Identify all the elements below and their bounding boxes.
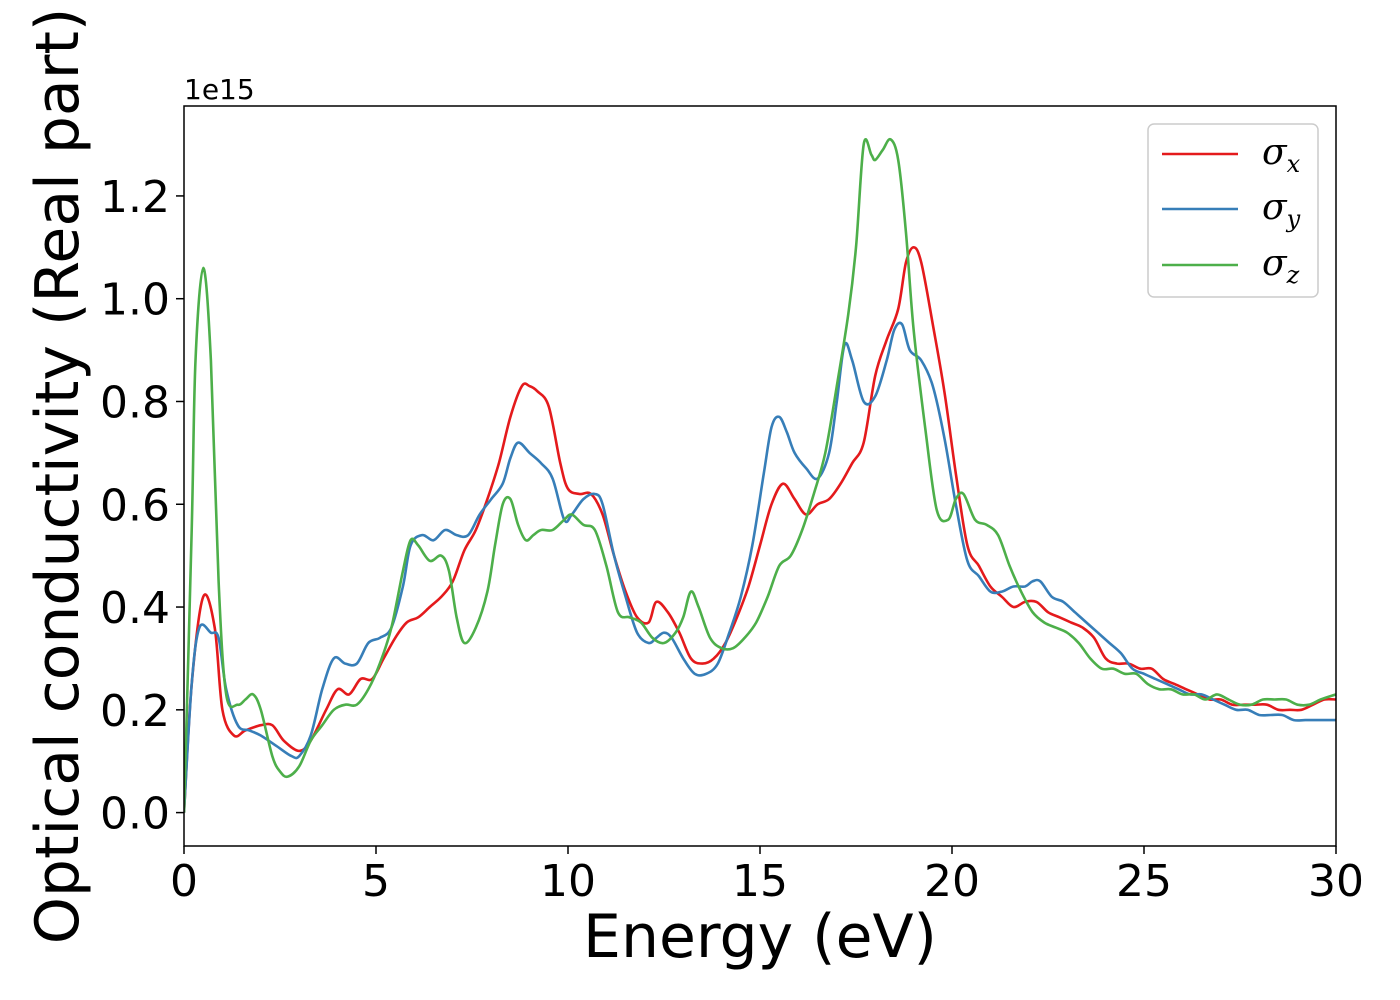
legend-frame <box>1147 123 1319 298</box>
y-axis-ticks: 0.0 0.2 0.4 0.6 0.8 1.0 1.2 <box>100 172 184 840</box>
y-tick-label: 0.6 <box>100 480 170 531</box>
y-tick-label: 0.2 <box>100 686 170 737</box>
x-tick-label: 25 <box>1116 856 1172 907</box>
y-tick-label: 0.4 <box>100 583 170 634</box>
y-tick-label: 0.8 <box>100 377 170 428</box>
x-tick-label: 10 <box>540 856 596 907</box>
x-tick-label: 5 <box>362 856 390 907</box>
x-tick-label: 20 <box>924 856 980 907</box>
series-line-y <box>184 321 1336 813</box>
x-tick-label: 15 <box>732 856 788 907</box>
series-layer <box>184 137 1336 813</box>
y-axis-title: Optical conductivity (Real part) <box>23 8 93 945</box>
x-axis-title: Energy (eV) <box>583 902 937 972</box>
legend-label-z: σz <box>1262 243 1300 289</box>
series-line-z <box>184 137 1336 813</box>
y-tick-label: 1.0 <box>100 275 170 326</box>
x-tick-label: 0 <box>170 856 198 907</box>
series-line-x <box>184 246 1336 813</box>
y-tick-label: 1.2 <box>100 172 170 223</box>
x-tick-label: 30 <box>1308 856 1364 907</box>
y-tick-label: 0.0 <box>100 789 170 840</box>
x-axis-ticks: 0 5 10 15 20 25 30 <box>170 846 1364 907</box>
y-offset-label: 1e15 <box>184 73 255 106</box>
